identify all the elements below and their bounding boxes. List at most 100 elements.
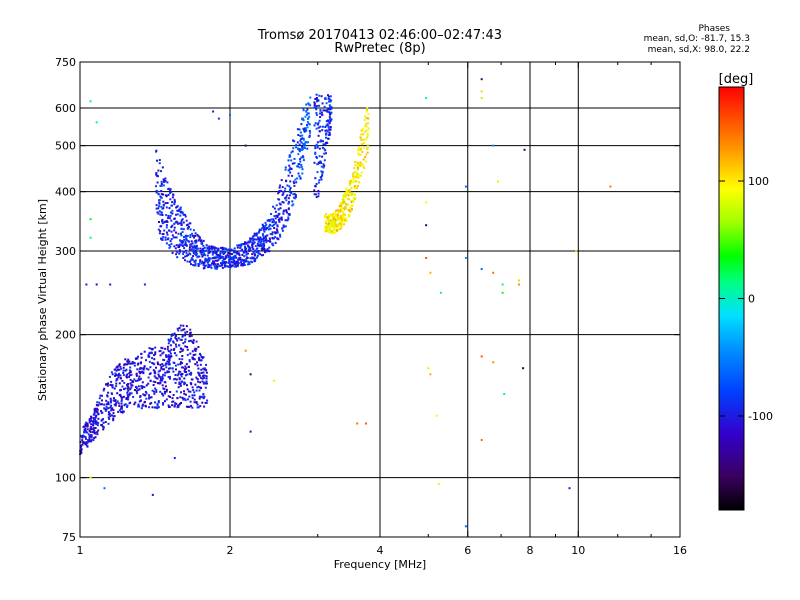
- echo-point: [360, 174, 363, 177]
- echo-point: [113, 387, 116, 390]
- echo-point: [199, 259, 202, 262]
- echo-point: [160, 238, 163, 241]
- echo-point: [427, 367, 430, 370]
- echo-point: [188, 225, 190, 228]
- echo-point: [199, 405, 202, 408]
- echo-point: [205, 401, 208, 404]
- echo-point: [305, 110, 308, 113]
- echo-point: [93, 432, 96, 435]
- echo-point: [288, 200, 291, 203]
- echo-point: [328, 128, 331, 131]
- echo-point: [349, 193, 352, 196]
- echo-point: [130, 373, 133, 376]
- echo-point: [133, 362, 136, 364]
- echo-point: [285, 199, 288, 202]
- echo-point: [261, 223, 264, 226]
- echo-point: [109, 406, 112, 409]
- echo-point: [124, 358, 127, 361]
- echo-point: [104, 421, 107, 423]
- echo-point: [352, 181, 355, 184]
- echo-point: [153, 375, 156, 378]
- echo-point: [171, 251, 174, 254]
- echo-point: [330, 214, 333, 217]
- echo-point: [335, 219, 338, 222]
- echo-point: [119, 377, 122, 380]
- echo-point: [301, 148, 304, 151]
- echo-point: [278, 212, 281, 215]
- echo-point: [217, 259, 220, 262]
- echo-point: [97, 417, 100, 420]
- echo-point: [263, 237, 265, 239]
- echo-point: [158, 159, 161, 161]
- echo-point: [217, 263, 220, 266]
- echo-point: [324, 141, 327, 144]
- echo-point: [88, 439, 91, 442]
- echo-point: [235, 256, 238, 259]
- echo-point: [342, 207, 345, 210]
- echo-point: [352, 172, 355, 175]
- echo-point: [196, 378, 199, 381]
- echo-point: [492, 144, 495, 147]
- echo-point: [200, 242, 203, 245]
- echo-point: [163, 359, 166, 362]
- echo-point: [252, 248, 255, 250]
- echo-point: [228, 248, 231, 251]
- echo-point: [268, 240, 270, 242]
- echo-point: [104, 409, 107, 412]
- echo-point: [167, 354, 170, 357]
- echo-point: [95, 414, 98, 417]
- echo-point: [205, 382, 208, 385]
- echo-point: [184, 242, 187, 245]
- echo-point: [188, 395, 191, 398]
- echo-point: [189, 243, 192, 246]
- echo-point: [170, 355, 173, 358]
- echo-point: [153, 390, 156, 393]
- echo-point: [228, 258, 231, 261]
- echo-point: [185, 252, 188, 255]
- echo-point: [268, 237, 271, 240]
- echo-point: [201, 262, 203, 265]
- echo-point: [89, 440, 92, 443]
- echo-point: [325, 120, 328, 123]
- echo-point: [181, 396, 184, 399]
- echo-point: [194, 353, 197, 356]
- echo-point: [197, 255, 200, 258]
- echo-point: [170, 242, 173, 245]
- echo-point: [199, 239, 202, 242]
- echo-point: [198, 389, 201, 392]
- echo-point: [279, 217, 281, 220]
- echo-point: [123, 388, 125, 391]
- echo-point: [207, 257, 210, 260]
- echo-point: [132, 395, 135, 398]
- echo-point: [330, 111, 333, 114]
- echo-point: [162, 204, 165, 207]
- echo-point: [191, 258, 194, 261]
- echo-point: [188, 252, 191, 255]
- echo-point: [263, 244, 266, 247]
- echo-point: [247, 240, 250, 243]
- echo-point: [138, 388, 141, 391]
- echo-point: [119, 365, 122, 368]
- echo-point: [269, 240, 272, 243]
- echo-point: [300, 123, 303, 126]
- echo-point: [252, 250, 255, 253]
- echo-point: [360, 147, 363, 150]
- echo-point: [285, 209, 288, 212]
- echo-point: [346, 191, 349, 193]
- echo-point: [139, 362, 142, 365]
- echo-point: [330, 223, 333, 226]
- echo-point: [302, 156, 305, 159]
- echo-point: [197, 371, 200, 374]
- echo-point: [154, 376, 157, 379]
- echo-point: [320, 162, 322, 164]
- echo-point: [86, 445, 89, 448]
- echo-point: [272, 219, 275, 222]
- echo-point: [214, 259, 217, 262]
- echo-point: [207, 258, 210, 261]
- echo-point: [279, 233, 281, 236]
- echo-point: [186, 373, 189, 376]
- echo-point: [104, 408, 107, 411]
- echo-point: [190, 245, 193, 248]
- echo-point: [181, 245, 184, 247]
